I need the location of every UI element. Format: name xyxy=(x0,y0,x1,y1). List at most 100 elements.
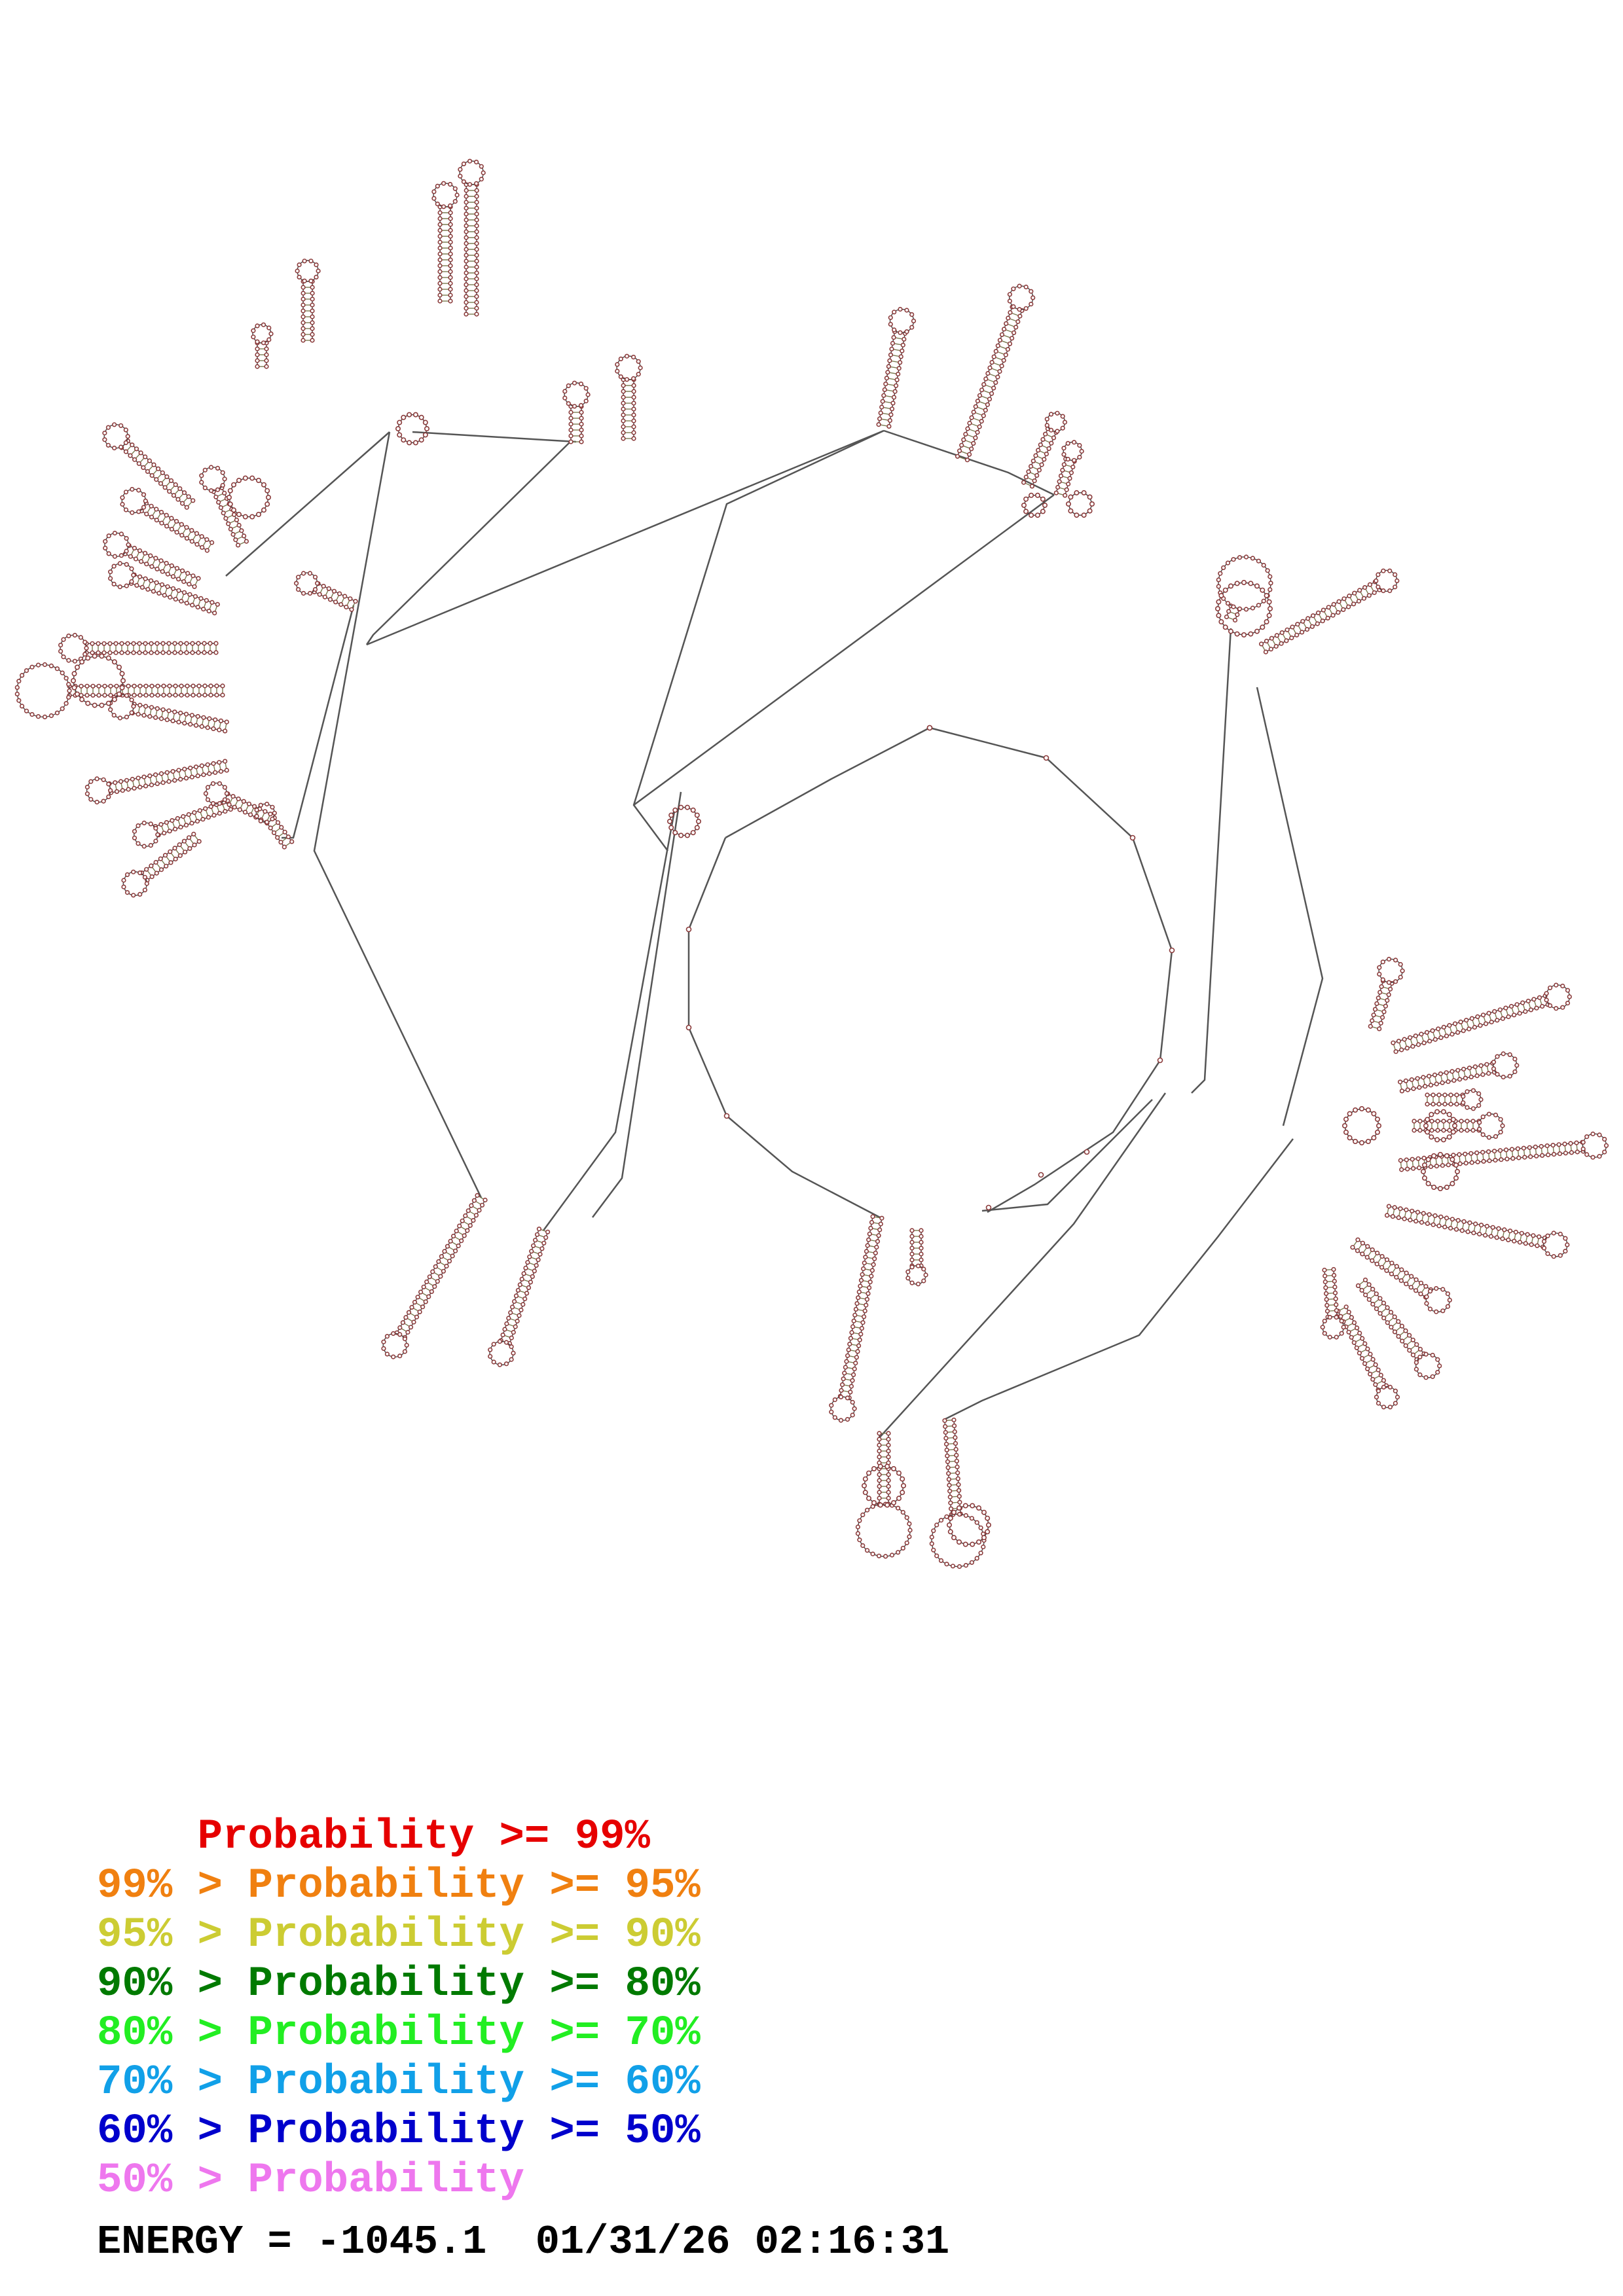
nucleotide xyxy=(172,641,177,646)
nucleotide xyxy=(1523,1241,1528,1246)
nucleotide xyxy=(469,1203,474,1208)
nucleotide xyxy=(148,821,153,827)
nucleotide xyxy=(447,203,453,209)
nucleotide xyxy=(1218,592,1224,598)
nucleotide xyxy=(1323,1291,1329,1296)
nucleotide xyxy=(572,380,577,386)
nucleotide xyxy=(78,635,83,640)
nucleotide xyxy=(406,1310,412,1315)
nucleotide xyxy=(1554,982,1559,988)
nucleotide xyxy=(173,692,178,698)
nucleotide xyxy=(228,526,234,532)
internal-loop xyxy=(1021,492,1048,518)
nucleotide xyxy=(199,724,204,729)
nucleotide xyxy=(1390,1213,1395,1219)
nucleotide xyxy=(448,210,453,215)
nucleotide xyxy=(951,1509,957,1515)
nucleotide xyxy=(460,1218,465,1223)
nucleotide xyxy=(852,1406,857,1411)
nucleotide xyxy=(71,678,77,684)
backbone-top-arc xyxy=(412,431,577,443)
nucleotide xyxy=(885,370,890,375)
nucleotide xyxy=(302,278,307,283)
nucleotide xyxy=(200,817,206,822)
nucleotide xyxy=(200,545,205,550)
nucleotide xyxy=(904,1515,909,1520)
nucleotide xyxy=(124,778,130,783)
nucleotide xyxy=(196,650,201,655)
nucleotide xyxy=(1349,1315,1354,1320)
nucleotide xyxy=(411,1319,416,1325)
nucleotide xyxy=(1368,1024,1373,1029)
nucleotide xyxy=(519,1276,524,1282)
nucleotide xyxy=(141,505,147,510)
nucleotide xyxy=(876,1553,882,1558)
nucleotide xyxy=(196,692,202,698)
nucleotide xyxy=(160,780,166,785)
nucleotide xyxy=(886,1431,891,1436)
nucleotide xyxy=(458,167,463,172)
nucleotide xyxy=(497,1339,503,1344)
nucleotide xyxy=(1545,1233,1550,1238)
nucleotide xyxy=(218,505,224,511)
nucleotide xyxy=(119,553,124,558)
nucleotide xyxy=(1324,1308,1330,1314)
nucleotide xyxy=(149,503,154,509)
nucleotide xyxy=(898,354,903,359)
nucleotide xyxy=(1341,1325,1346,1330)
nucleotide xyxy=(1023,306,1029,311)
nucleotide xyxy=(942,1418,947,1424)
nucleotide xyxy=(860,1512,866,1518)
nucleotide xyxy=(1036,467,1042,473)
nucleotide xyxy=(1376,1123,1382,1129)
nucleotide xyxy=(1299,630,1305,635)
hairpin-stem xyxy=(829,1214,884,1423)
backbone-right-descend xyxy=(1256,687,1324,1126)
nucleotide xyxy=(337,591,342,596)
nucleotide xyxy=(1516,1155,1522,1160)
nucleotide xyxy=(883,381,888,387)
nucleotide xyxy=(177,842,182,848)
nucleotide xyxy=(678,833,684,838)
nucleotide xyxy=(252,804,257,809)
nucleotide xyxy=(1488,1234,1493,1239)
nucleotide xyxy=(121,878,126,883)
nucleotide xyxy=(450,1233,456,1239)
nucleotide xyxy=(1398,1079,1403,1085)
nucleotide xyxy=(1360,1240,1365,1246)
nucleotide xyxy=(946,1471,951,1476)
backbone-top-left xyxy=(632,429,884,852)
nucleotide xyxy=(315,581,320,586)
nucleotide xyxy=(196,838,202,844)
nucleotide xyxy=(1248,581,1254,586)
nucleotide xyxy=(631,412,636,418)
nucleotide xyxy=(1265,568,1270,573)
nucleotide xyxy=(233,537,238,543)
nucleotide xyxy=(1459,1128,1464,1133)
nucleotide xyxy=(437,222,443,227)
nucleotide xyxy=(181,814,186,819)
nucleotide xyxy=(678,804,684,810)
legend-row: 60% > Probability >= 50% xyxy=(97,2108,701,2157)
nucleotide xyxy=(473,181,479,187)
nucleotide xyxy=(1423,1375,1429,1380)
nucleotide xyxy=(869,1274,874,1279)
nucleotide xyxy=(1332,1284,1338,1289)
nucleotide xyxy=(227,501,233,507)
nucleotide xyxy=(202,641,207,646)
nucleotide xyxy=(164,770,170,775)
nucleotide xyxy=(182,766,187,772)
nucleotide xyxy=(1057,479,1062,484)
nucleotide xyxy=(108,569,113,575)
nucleotide xyxy=(1444,1033,1450,1039)
nucleotide xyxy=(1422,1162,1428,1168)
nucleotide xyxy=(90,692,96,698)
nucleotide xyxy=(166,650,172,655)
nucleotide xyxy=(1221,565,1226,571)
nucleotide xyxy=(1529,1242,1534,1247)
nucleotide xyxy=(1436,1102,1442,1107)
nucleotide xyxy=(1359,1287,1364,1293)
nucleotide xyxy=(1393,572,1398,577)
nucleotide xyxy=(943,1441,949,1446)
nucleotide xyxy=(165,571,170,577)
